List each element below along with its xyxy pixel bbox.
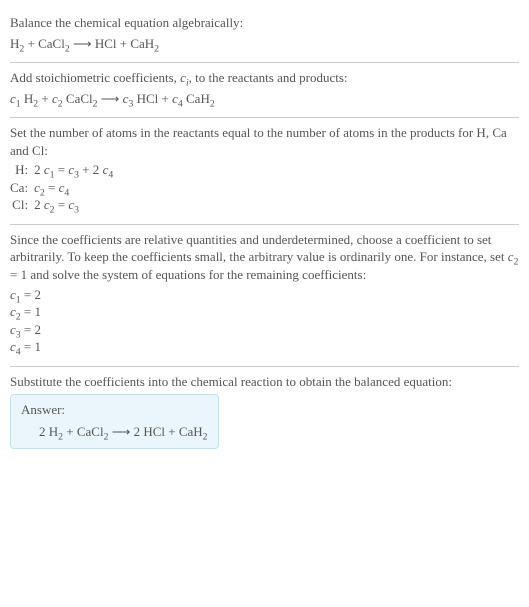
v: = 1: [21, 304, 41, 319]
balanced-equation: 2 H2 + CaCl2 ⟶ 2 HCl + CaH2: [21, 423, 208, 441]
eq: =: [54, 162, 68, 177]
eq: =: [45, 180, 59, 195]
subscript: 2: [154, 43, 159, 54]
text: Add stoichiometric coefficients,: [10, 70, 180, 85]
answer-intro: Substitute the coefficients into the che…: [10, 373, 519, 391]
sp: H: [21, 91, 34, 106]
coeff-equation: c1 H2 + c2 CaCl2 ⟶ c3 HCl + c4 CaH2: [10, 90, 519, 108]
coeff-line: c2 = 1: [10, 303, 519, 321]
s: 4: [108, 170, 113, 181]
subscript: 2: [203, 431, 208, 442]
section-answer: Substitute the coefficients into the che…: [10, 367, 519, 460]
sub: 2: [210, 98, 215, 109]
section-solve: Since the coefficients are relative quan…: [10, 225, 519, 366]
row-label: H:: [10, 161, 34, 179]
eq: =: [54, 197, 68, 212]
atom-table: H: 2 c1 = c3 + 2 c4 Ca: c2 = c4 Cl: 2 c2…: [10, 161, 119, 214]
v: = 2: [21, 322, 41, 337]
solved-coeffs: c1 = 2 c2 = 1 c3 = 2 c4 = 1: [10, 286, 519, 356]
row-eq: 2 c2 = c3: [34, 196, 119, 214]
answer-box: Answer: 2 H2 + CaCl2 ⟶ 2 HCl + CaH2: [10, 394, 219, 449]
balance-title: Balance the chemical equation algebraica…: [10, 14, 519, 32]
section-balance-intro: Balance the chemical equation algebraica…: [10, 8, 519, 62]
answer-label: Answer:: [21, 401, 208, 419]
eq-text: + CaCl: [63, 424, 104, 439]
eq-text: 2 H: [39, 424, 58, 439]
row-eq: 2 c1 = c3 + 2 c4: [34, 161, 119, 179]
row-eq: c2 = c4: [34, 179, 119, 197]
row-label: Ca:: [10, 179, 34, 197]
eq-text: H: [10, 36, 19, 51]
s: 2: [514, 257, 519, 268]
sp: CaCl: [63, 91, 93, 106]
s: 3: [74, 205, 79, 216]
text: , to the reactants and products:: [189, 70, 348, 85]
coeff-line: c1 = 2: [10, 286, 519, 304]
coeff-line: c3 = 2: [10, 321, 519, 339]
text: = 1 and solve the system of equations fo…: [10, 267, 366, 282]
arrow: ⟶: [98, 91, 123, 106]
sp: CaH: [183, 91, 210, 106]
section-atom-equations: Set the number of atoms in the reactants…: [10, 118, 519, 224]
unbalanced-equation: H2 + CaCl2 ⟶ HCl + CaH2: [10, 35, 519, 53]
plus: + 2: [79, 162, 103, 177]
table-row: H: 2 c1 = c3 + 2 c4: [10, 161, 119, 179]
table-row: Ca: c2 = c4: [10, 179, 119, 197]
table-row: Cl: 2 c2 = c3: [10, 196, 119, 214]
coeff-intro: Add stoichiometric coefficients, ci, to …: [10, 69, 519, 87]
eq-text: + CaCl: [24, 36, 65, 51]
sp: HCl +: [133, 91, 172, 106]
n: 2: [34, 162, 44, 177]
plus: +: [38, 91, 52, 106]
section-add-coeffs: Add stoichiometric coefficients, ci, to …: [10, 63, 519, 117]
solve-intro: Since the coefficients are relative quan…: [10, 231, 519, 284]
n: 2: [34, 197, 44, 212]
v: = 2: [21, 287, 41, 302]
row-label: Cl:: [10, 196, 34, 214]
atom-intro: Set the number of atoms in the reactants…: [10, 124, 519, 159]
eq-text: ⟶ HCl + CaH: [70, 36, 154, 51]
v: = 1: [21, 339, 41, 354]
eq-text: ⟶ 2 HCl + CaH: [108, 424, 202, 439]
text: Since the coefficients are relative quan…: [10, 232, 508, 265]
coeff-line: c4 = 1: [10, 338, 519, 356]
